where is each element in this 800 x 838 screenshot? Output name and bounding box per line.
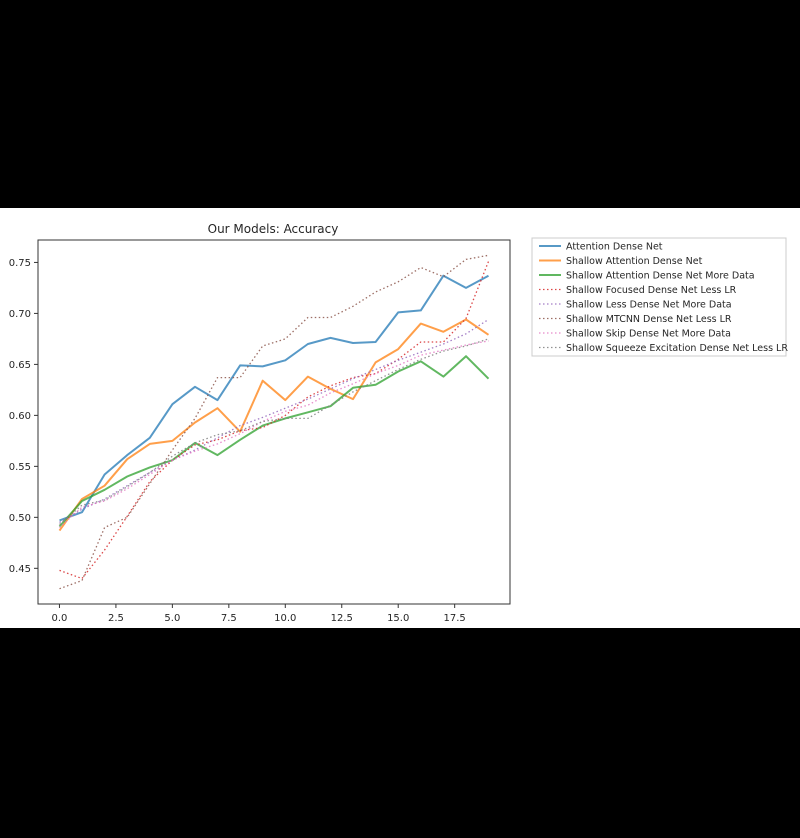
x-tick-label: 2.5 xyxy=(108,613,124,624)
series-line-5 xyxy=(59,254,489,590)
x-tick-label: 7.5 xyxy=(221,613,237,624)
y-tick-label: 0.70 xyxy=(9,309,31,320)
x-tick-label: 17.5 xyxy=(444,613,466,624)
y-tick-label: 0.60 xyxy=(9,411,31,422)
y-tick-label: 0.75 xyxy=(9,258,31,269)
y-tick-label: 0.65 xyxy=(9,360,31,371)
series-line-1 xyxy=(58,318,490,532)
plot-series xyxy=(58,254,490,590)
legend-label-6: Shallow Skip Dense Net More Data xyxy=(566,329,731,340)
y-tick-label: 0.55 xyxy=(9,462,31,473)
legend-label-2: Shallow Attention Dense Net More Data xyxy=(566,271,755,282)
series-line-3 xyxy=(59,261,490,580)
legend-label-3: Shallow Focused Dense Net Less LR xyxy=(566,285,737,296)
plot-frame xyxy=(37,239,511,605)
chart-figure: Our Models: Accuracy 0.0 2.5 5.0 7.5 10.0 12.… xyxy=(0,208,800,628)
legend-label-0: Attention Dense Net xyxy=(566,242,663,253)
series-line-0 xyxy=(59,274,489,522)
series-line-7 xyxy=(59,338,489,525)
legend-label-4: Shallow Less Dense Net More Data xyxy=(566,300,732,311)
series-line-2 xyxy=(58,355,490,528)
legend-label-1: Shallow Attention Dense Net xyxy=(566,256,703,267)
y-tick-label: 0.45 xyxy=(9,564,31,575)
legend: Attention Dense Net Shallow Attention Den… xyxy=(531,237,788,357)
x-tick-label: 10.0 xyxy=(274,613,296,624)
x-tick-label: 15.0 xyxy=(387,613,409,624)
x-axis: 0.0 2.5 5.0 7.5 10.0 12.5 15.0 17.5 xyxy=(52,604,466,624)
line-chart: Our Models: Accuracy 0.0 2.5 5.0 7.5 10.0 12.… xyxy=(9,222,789,624)
x-tick-label: 5.0 xyxy=(164,613,180,624)
legend-label-7: Shallow Squeeze Excitation Dense Net Les… xyxy=(566,343,788,354)
y-tick-label: 0.50 xyxy=(9,513,31,524)
chart-title: Our Models: Accuracy xyxy=(208,222,339,236)
x-tick-label: 0.0 xyxy=(52,613,68,624)
x-tick-label: 12.5 xyxy=(331,613,353,624)
series-line-6 xyxy=(59,340,489,528)
y-axis: 0.45 0.50 0.55 0.60 0.65 0.70 0.75 xyxy=(9,258,38,575)
legend-label-5: Shallow MTCNN Dense Net Less LR xyxy=(566,314,732,325)
series-line-4 xyxy=(59,318,489,523)
legend-frame xyxy=(531,237,787,357)
